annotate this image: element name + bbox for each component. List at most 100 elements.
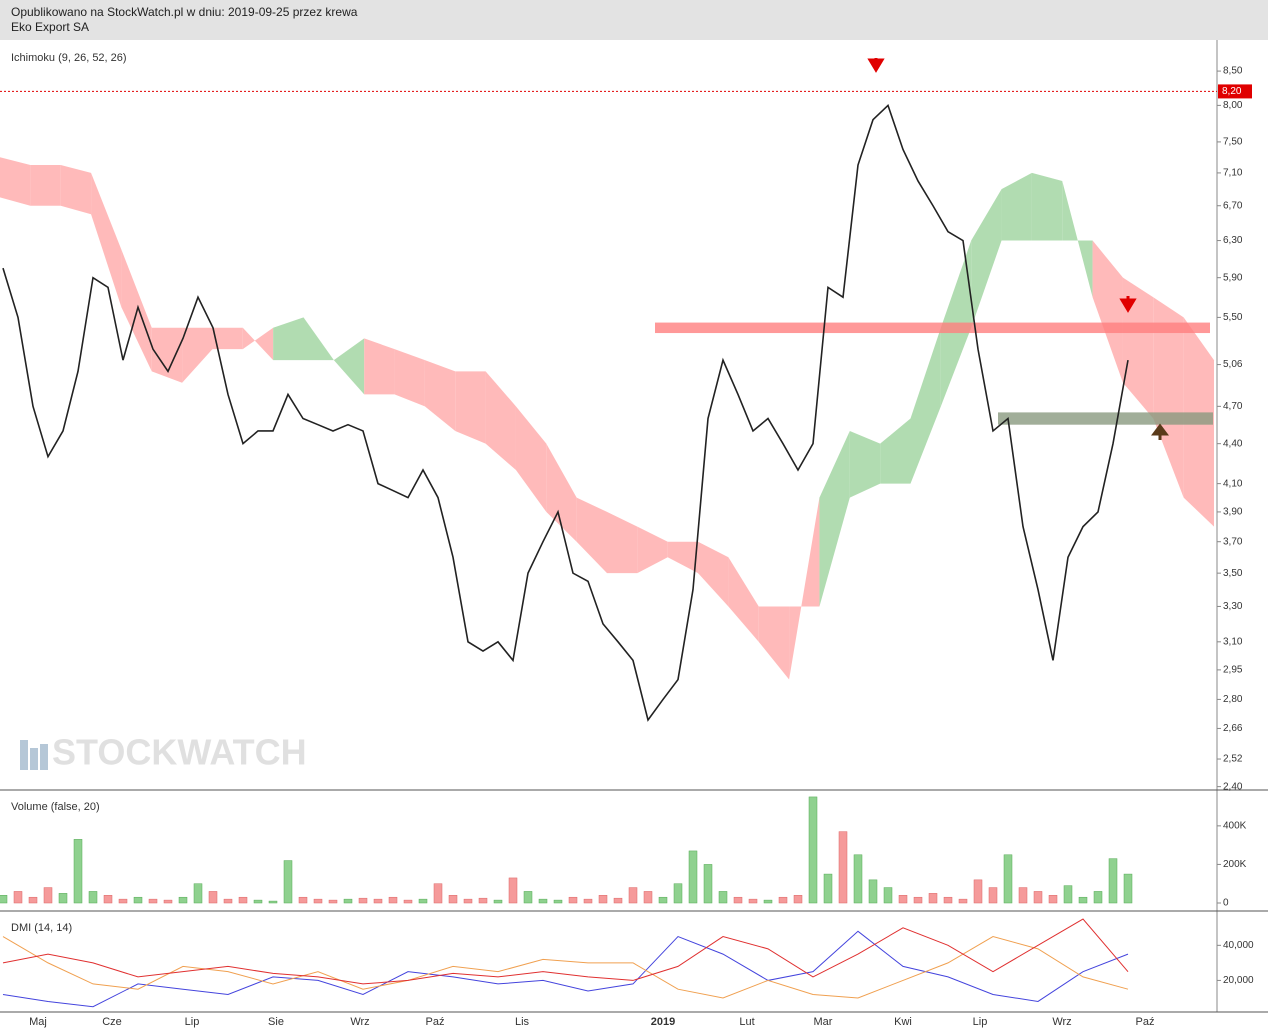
cloud bbox=[1031, 172, 1063, 241]
volume-bar bbox=[733, 896, 743, 904]
volume-bar bbox=[538, 898, 548, 904]
cloud bbox=[515, 406, 547, 512]
dmi-line bbox=[2, 930, 1129, 1008]
y-tick-label: 400K bbox=[1223, 820, 1247, 831]
price-line bbox=[2, 103, 1129, 722]
volume-bar bbox=[103, 895, 113, 904]
volume-bar bbox=[508, 877, 518, 904]
y-tick-label: 200K bbox=[1223, 859, 1247, 870]
volume-bar bbox=[403, 899, 413, 904]
volume-bar bbox=[763, 899, 773, 904]
y-tick-label: 7,50 bbox=[1223, 137, 1243, 148]
watermark: STOCKWATCH bbox=[20, 732, 307, 773]
volume-bar bbox=[898, 895, 908, 904]
y-tick-label: 5,90 bbox=[1223, 272, 1243, 283]
volume-bar bbox=[463, 898, 473, 904]
volume-bar bbox=[613, 897, 623, 904]
volume-bar bbox=[928, 893, 938, 904]
y-tick-label: 4,10 bbox=[1223, 478, 1243, 489]
cloud bbox=[607, 511, 638, 574]
volume-bar bbox=[13, 891, 23, 904]
volume-bar bbox=[43, 887, 53, 904]
volume-bar bbox=[868, 879, 878, 904]
volume-bar bbox=[958, 898, 968, 904]
volume-bar bbox=[178, 896, 188, 904]
x-tick-label: Lut bbox=[739, 1016, 754, 1028]
cloud bbox=[242, 327, 274, 361]
volume-bar bbox=[628, 887, 638, 904]
volume-bar bbox=[448, 895, 458, 904]
dmi-line bbox=[2, 936, 1129, 999]
volume-bar bbox=[643, 891, 653, 904]
panel-title: Ichimoku (9, 26, 52, 26) bbox=[11, 52, 127, 64]
x-tick-label: Wrz bbox=[350, 1016, 369, 1028]
cloud bbox=[1092, 240, 1123, 383]
arrow bbox=[867, 58, 885, 73]
volume-bar bbox=[913, 896, 923, 904]
panel-title: Volume (false, 20) bbox=[11, 801, 100, 813]
cloud bbox=[212, 327, 243, 350]
x-tick-label: Mar bbox=[814, 1016, 833, 1028]
x-tick-label: Kwi bbox=[894, 1016, 912, 1028]
y-tick-label: 5,50 bbox=[1223, 312, 1243, 323]
cloud bbox=[1062, 180, 1093, 298]
cloud bbox=[182, 327, 213, 383]
y-tick-label: 2,80 bbox=[1223, 694, 1243, 705]
zone bbox=[655, 322, 1210, 334]
y-tick-label: 0 bbox=[1223, 898, 1229, 909]
y-tick-label: 4,70 bbox=[1223, 401, 1243, 412]
cloud bbox=[394, 349, 425, 407]
volume-bar bbox=[793, 895, 803, 904]
volume-bar bbox=[418, 898, 428, 904]
volume-bar bbox=[148, 898, 158, 904]
watermark-text: STOCKWATCH bbox=[52, 732, 307, 773]
y-tick-label: 3,70 bbox=[1223, 536, 1243, 547]
volume-bar bbox=[808, 796, 818, 904]
cloud bbox=[273, 317, 304, 361]
volume-bar bbox=[718, 891, 728, 904]
x-tick-label: Lip bbox=[973, 1016, 988, 1028]
cloud bbox=[60, 165, 92, 215]
volume-bar bbox=[838, 831, 848, 904]
cloud bbox=[698, 541, 729, 607]
volume-bar bbox=[193, 883, 203, 904]
watermark-icon bbox=[40, 744, 48, 770]
y-tick-label: 8,00 bbox=[1223, 100, 1243, 111]
volume-bar bbox=[73, 839, 83, 904]
y-tick-label: 6,30 bbox=[1223, 235, 1243, 246]
chart: Ichimoku (9, 26, 52, 26) Volume (false, … bbox=[0, 40, 1268, 1028]
volume-bar bbox=[988, 887, 998, 904]
x-tick-label: 2019 bbox=[651, 1016, 675, 1028]
x-tick-label: Cze bbox=[102, 1016, 122, 1028]
volume-bar bbox=[553, 899, 563, 904]
volume-bar bbox=[673, 883, 683, 904]
y-tick-label: 3,90 bbox=[1223, 507, 1243, 518]
volume-bar bbox=[523, 891, 533, 904]
x-tick-label: Maj bbox=[29, 1016, 47, 1028]
header-line: Eko Export SA bbox=[11, 20, 90, 34]
volume-bar bbox=[433, 883, 443, 904]
volume-bar bbox=[658, 896, 668, 904]
volume-bar bbox=[1108, 858, 1118, 904]
volume-bar bbox=[58, 893, 68, 904]
volume-bar bbox=[583, 898, 593, 904]
watermark-icon bbox=[20, 740, 28, 770]
cloud bbox=[789, 497, 820, 680]
x-tick-label: Lip bbox=[185, 1016, 200, 1028]
volume-bar bbox=[88, 891, 98, 904]
volume-bar bbox=[883, 887, 893, 904]
volume-bar bbox=[1018, 887, 1028, 904]
y-tick-label: 6,70 bbox=[1223, 200, 1243, 211]
volume-bar bbox=[823, 873, 833, 904]
volume-bar bbox=[253, 899, 263, 904]
cloud bbox=[576, 497, 607, 574]
cloud bbox=[728, 557, 759, 642]
volume-bar bbox=[778, 896, 788, 904]
dmi-line bbox=[2, 918, 1129, 985]
cloud bbox=[546, 443, 577, 542]
volume-bar bbox=[358, 897, 368, 904]
arrow bbox=[1119, 296, 1137, 313]
volume-bar bbox=[703, 864, 713, 904]
volume-bar bbox=[28, 896, 38, 904]
